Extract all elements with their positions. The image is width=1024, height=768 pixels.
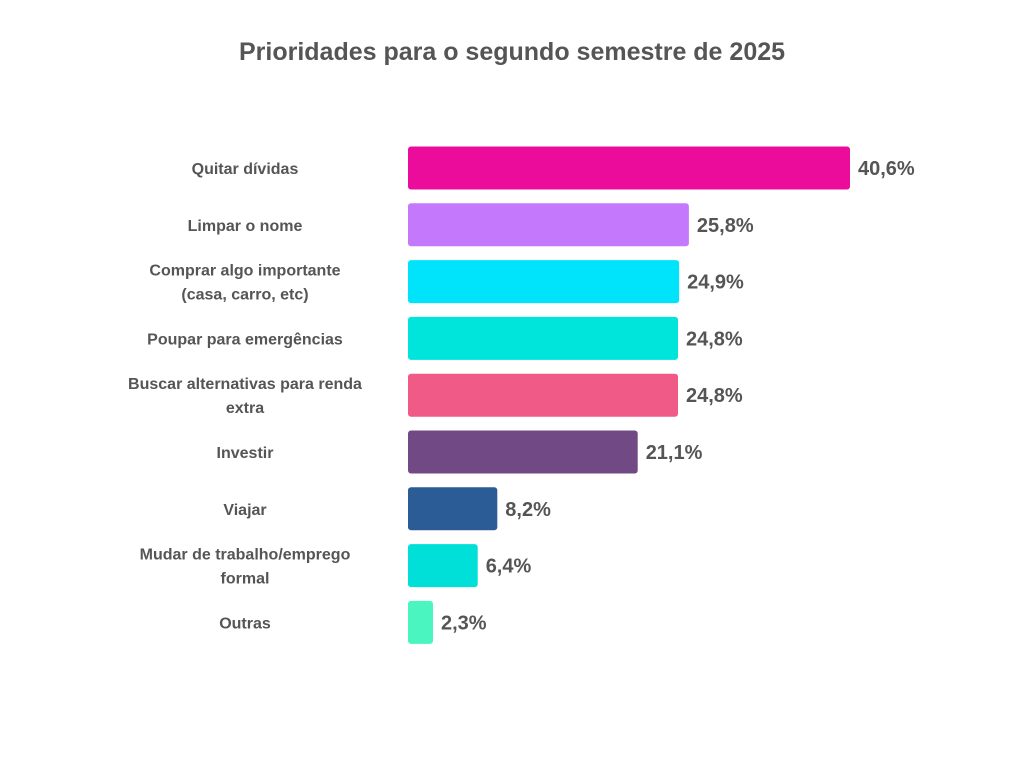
category-label-4: Poupar para emergências: [147, 331, 343, 348]
value-label-4: 24,8%: [686, 328, 743, 350]
category-label-line: Comprar algo importante: [149, 263, 340, 280]
chart-title: Prioridades para o segundo semestre de 2…: [238, 38, 786, 66]
bar-3: [408, 260, 680, 304]
bar-7: [408, 487, 498, 531]
bar-4: [408, 316, 678, 360]
value-label-7: 8,2%: [505, 499, 551, 521]
category-label-3: Comprar algo importante (casa, carro, etc…: [149, 263, 340, 304]
category-label-line: Viajar: [223, 502, 266, 519]
category-label-line: Quitar dívidas: [192, 161, 299, 178]
value-label-1: 40,6%: [858, 158, 915, 180]
bar-5: [408, 373, 678, 417]
value-label-6: 21,1%: [646, 442, 703, 464]
bar-9: [408, 600, 433, 644]
category-label-5: Buscar alternativas para renda extra: [128, 376, 362, 417]
category-label-2: Limpar o nome: [188, 218, 303, 235]
category-label-line: Investir: [217, 445, 274, 462]
value-label-8: 6,4%: [486, 556, 532, 578]
category-label-line: Buscar alternativas para renda: [128, 376, 362, 393]
category-label-9: Outras: [219, 615, 271, 632]
value-label-2: 25,8%: [697, 215, 754, 237]
category-label-8: Mudar de trabalho/emprego formal: [140, 547, 351, 588]
value-label-5: 24,8%: [686, 385, 743, 407]
category-label-line: Outras: [219, 615, 271, 632]
category-label-line: formal: [221, 571, 270, 588]
bar-1: [408, 146, 850, 190]
bar-8: [408, 544, 478, 588]
category-label-6: Investir: [217, 445, 274, 462]
category-label-line: Limpar o nome: [188, 218, 303, 235]
category-label-line: extra: [226, 400, 264, 417]
category-label-1: Quitar dívidas: [192, 161, 299, 178]
value-label-9: 2,3%: [441, 612, 487, 634]
category-label-line: Mudar de trabalho/emprego: [140, 547, 351, 564]
bar-2: [408, 203, 689, 247]
category-label-7: Viajar: [223, 502, 266, 519]
category-label-line: (casa, carro, etc): [181, 287, 308, 304]
bar-6: [408, 430, 638, 474]
category-label-line: Poupar para emergências: [147, 331, 343, 348]
value-label-3: 24,9%: [687, 272, 744, 294]
